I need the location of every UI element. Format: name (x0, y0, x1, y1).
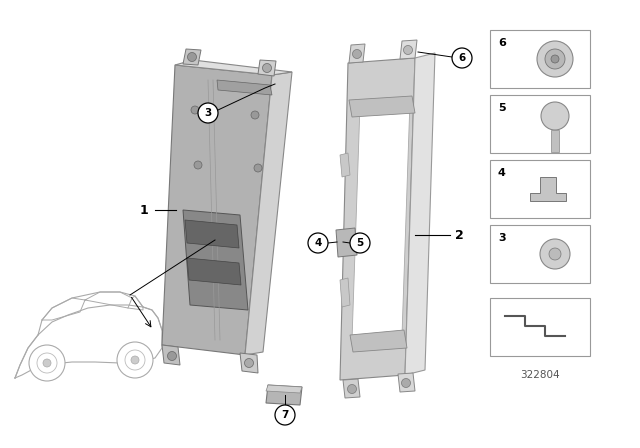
Circle shape (125, 350, 145, 370)
FancyBboxPatch shape (490, 95, 590, 153)
Text: 1: 1 (140, 203, 148, 216)
Circle shape (275, 405, 295, 425)
Polygon shape (183, 49, 201, 65)
Polygon shape (400, 40, 417, 59)
Circle shape (403, 46, 413, 55)
Circle shape (191, 106, 199, 114)
Circle shape (117, 342, 153, 378)
Circle shape (401, 379, 410, 388)
Circle shape (537, 41, 573, 77)
Circle shape (541, 102, 569, 130)
Circle shape (29, 345, 65, 381)
Polygon shape (245, 72, 292, 355)
Polygon shape (266, 385, 302, 393)
Polygon shape (352, 100, 410, 340)
Circle shape (37, 353, 57, 373)
FancyBboxPatch shape (490, 160, 590, 218)
Polygon shape (405, 53, 435, 375)
Circle shape (198, 103, 218, 123)
Circle shape (194, 161, 202, 169)
Circle shape (549, 248, 561, 260)
Circle shape (551, 55, 559, 63)
Circle shape (262, 64, 271, 73)
Polygon shape (350, 330, 407, 352)
Circle shape (545, 49, 565, 69)
Polygon shape (258, 60, 276, 76)
Polygon shape (217, 80, 272, 95)
Text: 6: 6 (458, 53, 466, 63)
Text: 3: 3 (498, 233, 506, 243)
Circle shape (168, 352, 177, 361)
Circle shape (540, 239, 570, 269)
Circle shape (254, 164, 262, 172)
Circle shape (188, 52, 196, 61)
Polygon shape (187, 258, 241, 285)
Circle shape (244, 358, 253, 367)
Text: 7: 7 (282, 410, 289, 420)
Text: 2: 2 (455, 228, 464, 241)
Text: 4: 4 (498, 168, 506, 178)
Circle shape (308, 233, 328, 253)
FancyBboxPatch shape (490, 298, 590, 356)
Polygon shape (343, 379, 360, 398)
Text: 5: 5 (356, 238, 364, 248)
Circle shape (43, 359, 51, 367)
Polygon shape (336, 228, 357, 257)
Text: 322804: 322804 (520, 370, 560, 380)
Text: 6: 6 (498, 38, 506, 48)
Polygon shape (340, 278, 350, 307)
Polygon shape (162, 345, 180, 365)
Circle shape (348, 384, 356, 393)
FancyBboxPatch shape (490, 30, 590, 88)
Text: 4: 4 (314, 238, 322, 248)
Polygon shape (162, 65, 272, 355)
Text: 5: 5 (498, 103, 506, 113)
Polygon shape (349, 96, 415, 117)
Bar (551, 130, 559, 152)
Polygon shape (185, 220, 239, 248)
Polygon shape (266, 385, 302, 405)
Circle shape (131, 356, 139, 364)
Circle shape (350, 233, 370, 253)
Circle shape (251, 111, 259, 119)
Polygon shape (530, 177, 566, 201)
Polygon shape (398, 373, 415, 392)
Text: 3: 3 (204, 108, 212, 118)
Polygon shape (240, 353, 258, 373)
Circle shape (353, 49, 362, 59)
FancyBboxPatch shape (490, 225, 590, 283)
Polygon shape (340, 58, 415, 380)
Circle shape (452, 48, 472, 68)
Polygon shape (349, 44, 365, 63)
Polygon shape (340, 153, 350, 177)
Polygon shape (175, 60, 292, 75)
Polygon shape (183, 210, 248, 310)
